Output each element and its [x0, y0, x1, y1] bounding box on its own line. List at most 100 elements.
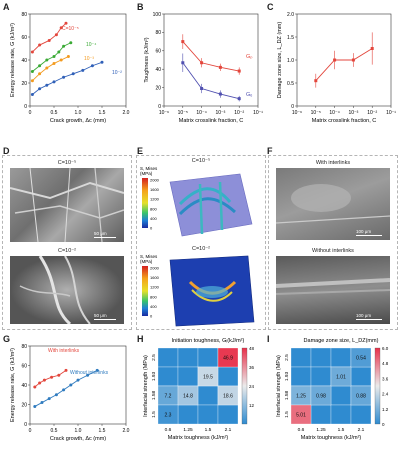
heatmap-cell-label: 1.25	[296, 393, 306, 399]
y-tick-label: 2.5	[151, 354, 157, 361]
y-tick-label: 40	[21, 58, 27, 64]
y-axis-label: Toughness (kJ/m²)	[144, 37, 150, 82]
fem-legend-tick: 400	[150, 216, 157, 221]
series-label: Gₚ	[246, 54, 253, 60]
heatmap-cell-empty	[157, 366, 179, 387]
series-label: 10⁻³	[84, 56, 94, 62]
sem-texture-f-bottom	[276, 278, 390, 295]
data-point	[59, 26, 63, 30]
data-point	[38, 64, 42, 68]
y-axis-label: Damage zone size, L_DZ (mm)	[277, 22, 283, 99]
heatmap-cell-empty	[310, 347, 332, 368]
y-axis-label: Interfacial strength (MPa)	[276, 355, 282, 417]
sem-image-f-bottom: 100 μm	[276, 256, 390, 324]
colorbar-tick-label: 24	[249, 384, 255, 389]
sem-texture-f-top	[276, 184, 390, 224]
heatmap-cell	[350, 385, 372, 406]
data-point	[64, 21, 68, 25]
panel-e-frame	[136, 155, 266, 330]
y-axis-label: Energy release rate, G (kJ/m²)	[10, 23, 16, 97]
x-tick-label: 0	[29, 110, 32, 116]
heatmap-cell-empty	[350, 366, 372, 387]
colorbar-tick-label: 12	[249, 403, 255, 408]
x-tick-label: 10⁻⁵	[178, 110, 188, 116]
data-point	[38, 87, 42, 91]
x-axis-label: Matrix crosslink fraction, C	[179, 118, 244, 124]
heatmap-cell	[197, 366, 219, 387]
plot-frame	[29, 345, 127, 425]
series-line	[315, 48, 373, 82]
heatmap-cell-label: 18.6	[223, 393, 233, 399]
y-tick-label: 20	[21, 81, 27, 87]
heatmap-cell	[217, 385, 239, 406]
data-point	[30, 70, 34, 73]
plot-frame	[163, 13, 259, 107]
y-tick-label: 1.5	[151, 411, 157, 418]
series-label: Without interlinks	[70, 370, 109, 376]
x-tick-label: 2.0	[123, 428, 130, 434]
fem-render-e-bottom: S, Mises (MPa) 2000 1600 1200 800 400 0	[140, 254, 255, 327]
series-line	[182, 41, 240, 72]
fem-legend-tick: 800	[150, 206, 157, 211]
fem-legend-tick: 1200	[150, 197, 160, 202]
panel-label-c: C	[267, 2, 274, 12]
heatmap-cell-label: 46.9	[223, 355, 233, 361]
scalebar-f-bottom: 100 μm	[356, 313, 382, 320]
chart-b-svg: 10⁻⁶ 10⁻⁵ 10⁻⁴ 10⁻³ 10⁻² 10⁻¹ 0 20 40 60 80 100 Matr…	[144, 12, 263, 124]
fem-legend-tick: 2000	[150, 266, 160, 271]
heatmap-cell-empty	[177, 404, 199, 425]
x-tick-label: 10⁻¹	[386, 110, 396, 116]
heatmap-cell	[310, 385, 332, 406]
y-tick-label: 0	[291, 104, 294, 110]
data-point	[200, 87, 204, 91]
data-point	[30, 93, 34, 96]
x-tick-label: 0.6	[165, 427, 172, 433]
y-axis-label: Energy release rate, G (kJ/m²)	[10, 348, 16, 422]
series-label: 10⁻²	[112, 70, 122, 76]
heatmap-cell-empty	[310, 404, 332, 425]
panel-label-b: B	[137, 2, 144, 12]
y-tick-label: 0	[24, 422, 27, 428]
y-axis-label: Interfacial strength (MPa)	[143, 355, 149, 417]
series-line	[182, 62, 240, 100]
data-point	[71, 72, 75, 76]
sem-image-d-top: 50 μm	[10, 168, 124, 242]
data-point	[54, 33, 58, 37]
x-tick-label: 0.6	[298, 427, 305, 433]
x-axis-label: Crack growth, Δc (mm)	[50, 118, 106, 124]
x-tick-label: 1.5	[205, 427, 212, 433]
heatmap-cell-label: 14.8	[183, 393, 193, 399]
data-point	[45, 66, 49, 70]
heatmap-cell-empty	[350, 404, 372, 425]
heatmap-cell-label: 1.01	[336, 374, 346, 380]
heatmap-cell	[290, 404, 312, 425]
data-point	[333, 58, 337, 62]
y-tick-label: 60	[155, 49, 161, 55]
y-tick-label: 40	[21, 383, 27, 389]
panel-e-bottom-caption: C=10⁻²	[191, 246, 211, 252]
chart-i-svg: Damage zone size, L_DZ(mm) 0.54 1.01 1.25 0.…	[276, 338, 389, 441]
data-point	[100, 60, 104, 64]
y-tick-label: 1.58	[284, 391, 290, 401]
data-point	[57, 373, 61, 377]
panel-label-e: E	[137, 146, 144, 156]
panel-label-a: A	[3, 2, 10, 12]
chart-h-svg: Initiation toughness, Gᵢ(kJ/m²) 46.9 19.5 7…	[143, 338, 255, 441]
fem-colorbar-bottom	[142, 266, 148, 316]
y-tick-label: 1.0	[287, 58, 294, 64]
heatmap-cell-empty	[177, 347, 199, 368]
heatmap-cell-empty	[197, 347, 219, 368]
data-point	[33, 404, 37, 408]
fem-legend-tick: 0	[150, 226, 153, 231]
panel-f-frame	[268, 155, 398, 330]
y-tick-label: 60	[21, 363, 27, 369]
fem-render-e-top: S, Mises (MPa) 2000 1600 1200 800 400 0	[140, 166, 253, 237]
data-point	[45, 83, 49, 87]
data-point	[237, 97, 241, 101]
y-tick-label: 0	[158, 104, 161, 110]
data-point	[30, 79, 34, 83]
x-axis-label: Matrix toughness (kJ/m²)	[301, 435, 362, 441]
sem-texture-d-bottom	[19, 256, 91, 324]
panel-d-bottom-caption: C=10⁻²	[57, 248, 77, 254]
heatmap-cell-empty	[330, 404, 352, 425]
